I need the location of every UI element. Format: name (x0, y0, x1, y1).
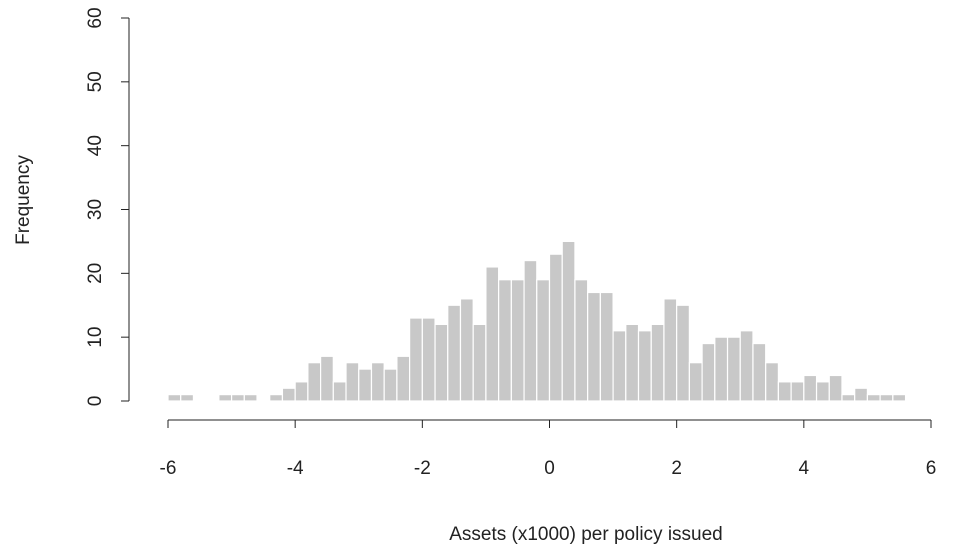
y-tick-label: 10 (85, 327, 106, 348)
bar (485, 266, 500, 402)
bar (765, 362, 780, 402)
bar (345, 362, 360, 402)
bar (790, 381, 805, 402)
bar (637, 330, 652, 402)
bar (536, 279, 551, 402)
bar (243, 394, 258, 402)
x-tick-label: 2 (671, 458, 682, 479)
bar (701, 342, 716, 402)
bar (472, 323, 487, 402)
bar (447, 304, 462, 402)
bar (714, 336, 729, 402)
bar (612, 330, 627, 402)
bar (332, 381, 347, 402)
y-tick-label: 50 (85, 71, 106, 92)
x-tick-label: -2 (414, 458, 431, 479)
bar (269, 394, 284, 402)
x-tick-label: -4 (287, 458, 304, 479)
bar (676, 304, 690, 402)
y-tick-label: 60 (85, 7, 106, 28)
bar (459, 298, 474, 402)
bar (383, 368, 398, 402)
y-tick-label: 0 (85, 396, 106, 407)
bar (510, 279, 525, 402)
bar (803, 374, 818, 402)
y-axis-label: Frequency (13, 155, 34, 245)
bar (574, 279, 589, 402)
bar (726, 336, 741, 402)
x-tick-label: 4 (799, 458, 810, 479)
bar (866, 394, 881, 402)
bar (294, 381, 309, 402)
y-tick-label: 40 (85, 135, 106, 156)
bar (752, 342, 767, 402)
bar (180, 394, 195, 402)
bar (320, 355, 334, 402)
bar (879, 394, 894, 402)
bar (370, 362, 385, 402)
x-tick-label: -6 (160, 458, 177, 479)
bar (854, 387, 869, 402)
x-axis-label: Assets (x1000) per policy issued (449, 524, 723, 545)
bar (625, 323, 640, 402)
bar (218, 394, 233, 402)
bar (523, 259, 538, 402)
bar (892, 394, 907, 402)
bar (599, 291, 614, 402)
bar (434, 323, 449, 402)
bar (688, 362, 703, 402)
bar (421, 317, 436, 402)
bar (358, 368, 373, 402)
bar (396, 355, 411, 402)
bar (841, 394, 856, 402)
bar (739, 330, 754, 402)
bar (777, 381, 792, 402)
bar (650, 323, 665, 402)
bar (828, 374, 843, 402)
bar (561, 240, 576, 402)
bar (587, 291, 601, 402)
x-tick-label: 6 (926, 458, 937, 479)
x-tick-label: 0 (544, 458, 555, 479)
bar (230, 394, 245, 402)
bar (498, 279, 512, 402)
bar (307, 362, 322, 402)
bar (409, 317, 423, 402)
y-tick-label: 20 (85, 263, 106, 284)
y-tick-label: 30 (85, 199, 106, 220)
bar (281, 387, 296, 402)
bar (663, 298, 678, 402)
bar (548, 253, 563, 402)
bar (815, 381, 830, 402)
bar (167, 394, 182, 402)
